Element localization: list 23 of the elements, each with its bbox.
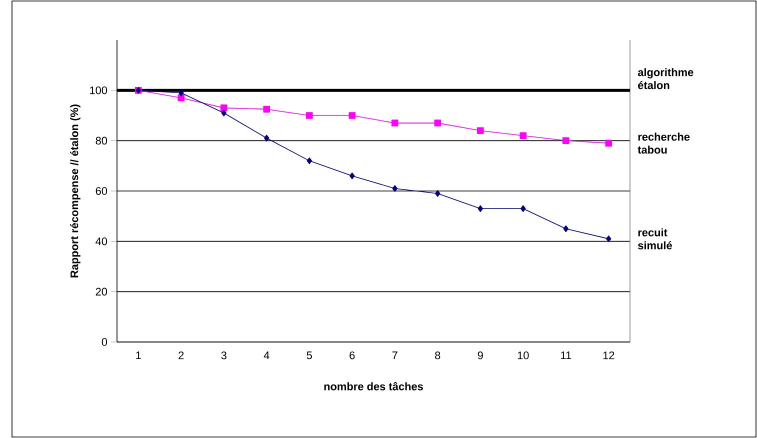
x-tick-label: 6 xyxy=(350,352,355,360)
x-tick-label: 8 xyxy=(435,352,440,360)
x-tick-label: 1 xyxy=(136,352,141,360)
x-tick-label: 4 xyxy=(264,352,270,360)
x-tick-label: 12 xyxy=(603,352,614,360)
ref-line-label: algorithme étalon xyxy=(638,68,694,90)
x-tick-label: 9 xyxy=(478,352,483,360)
y-tick-label: 80 xyxy=(96,136,108,145)
y-axis-title: Rapport récompense // étalon (%) xyxy=(70,104,80,278)
x-tick-label: 7 xyxy=(392,352,398,360)
x-tick-label: 10 xyxy=(518,352,529,360)
text: recherche tabou xyxy=(638,132,690,154)
x-tick-label: 2 xyxy=(178,352,184,360)
text: recuit simulé xyxy=(638,228,672,250)
y-tick-label: 60 xyxy=(96,187,108,195)
y-tick-label: 20 xyxy=(96,288,108,296)
y-tick-label: 100 xyxy=(90,86,108,94)
x-axis-title: nombre des tâches xyxy=(324,382,423,390)
y-tick-label: 0 xyxy=(102,338,108,346)
x-tick-label: 11 xyxy=(561,352,572,360)
x-tick-label: 3 xyxy=(221,352,226,360)
x-tick-label: 5 xyxy=(306,352,312,360)
y-tick-label: 40 xyxy=(96,237,108,246)
